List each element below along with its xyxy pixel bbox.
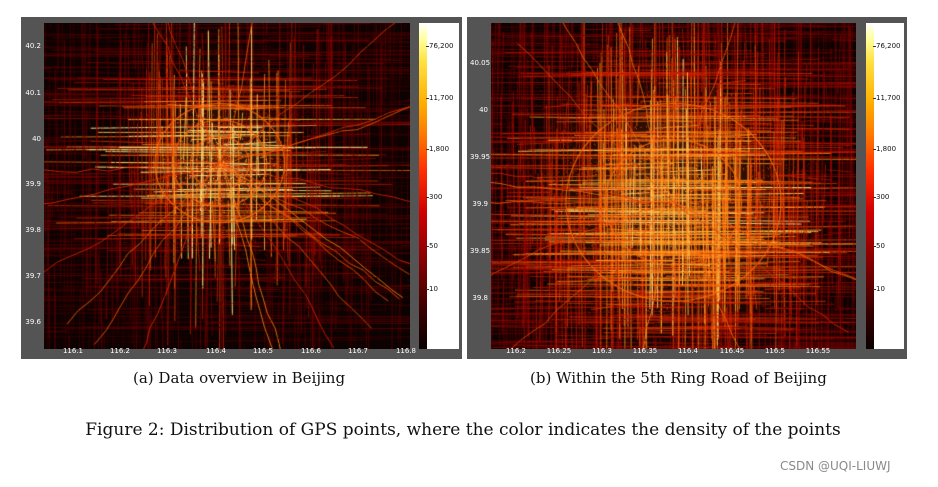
x-tick-label: 116.35: [632, 347, 658, 355]
x-tick-label: 116.3: [591, 347, 613, 355]
x-tick-label: 116.4: [205, 347, 227, 355]
x-tick-label: 116.3: [156, 347, 178, 355]
x-tick-label: 116.2: [505, 347, 527, 355]
colorbar-tick-label: 10: [426, 285, 438, 293]
colorbar-tick-label: 11,700: [426, 94, 454, 102]
x-tick-label: 116.6: [300, 347, 322, 355]
colorbar-tick-label: 1,800: [425, 145, 450, 153]
density-map-5th-ring: [491, 23, 856, 349]
figure-caption: Figure 2: Distribution of GPS points, wh…: [85, 420, 841, 440]
y-tick-label: 39.85: [470, 247, 491, 255]
y-tick-label: 39.6: [25, 318, 41, 326]
density-map-canvas: [44, 23, 410, 349]
y-tick-label: 40.2: [25, 42, 41, 50]
x-tick-label: 116.5: [764, 347, 786, 355]
figure-panel-a: 40.2 40.1 40 39.9 39.8 39.7 39.6 116.1 1…: [21, 17, 462, 359]
x-tick-label: 116.1: [62, 347, 84, 355]
x-tick-label: 116.5: [252, 347, 274, 355]
colorbar: 76,200 11,700 1,800 300 50 10: [866, 23, 904, 349]
x-tick-label: 116.4: [677, 347, 699, 355]
subcaption-b: (b) Within the 5th Ring Road of Beijing: [530, 369, 827, 387]
watermark: CSDN @UQI-LIUWJ: [780, 459, 891, 473]
y-tick-label: 39.8: [25, 226, 41, 234]
colorbar-tick-label: 76,200: [873, 42, 901, 50]
y-tick-label: 39.8: [472, 294, 488, 302]
colorbar-gradient: [866, 23, 874, 349]
colorbar-gradient: [419, 23, 427, 349]
colorbar-tick-label: 50: [873, 242, 885, 250]
x-tick-label: 116.25: [546, 347, 572, 355]
colorbar-tick-label: 10: [873, 285, 885, 293]
y-tick-label: 40: [32, 135, 41, 143]
y-tick-label: 40: [479, 106, 488, 114]
density-map-canvas: [491, 23, 856, 349]
density-map-beijing: [44, 23, 410, 349]
colorbar-tick-label: 76,200: [426, 42, 454, 50]
y-tick-label: 40.05: [470, 59, 491, 67]
y-tick-label: 39.9: [25, 180, 41, 188]
y-tick-label: 40.1: [25, 89, 41, 97]
x-tick-label: 116.7: [347, 347, 369, 355]
figure-panel-b: 40.05 40 39.95 39.9 39.85 39.8 116.2 116…: [467, 17, 907, 359]
colorbar-tick-label: 300: [872, 193, 890, 201]
x-tick-label: 116.55: [805, 347, 831, 355]
x-tick-label: 116.2: [109, 347, 131, 355]
subcaption-a: (a) Data overview in Beijing: [133, 369, 346, 387]
x-tick-label: 116.45: [719, 347, 745, 355]
colorbar-tick-label: 300: [425, 193, 443, 201]
x-tick-label: 116.8: [395, 347, 417, 355]
colorbar: 76,200 11,700 1,800 300 50 10: [419, 23, 459, 349]
y-tick-label: 39.7: [25, 272, 41, 280]
colorbar-tick-label: 11,700: [873, 94, 901, 102]
y-tick-label: 39.95: [470, 153, 491, 161]
colorbar-tick-label: 50: [426, 242, 438, 250]
y-tick-label: 39.9: [472, 200, 488, 208]
colorbar-tick-label: 1,800: [872, 145, 897, 153]
